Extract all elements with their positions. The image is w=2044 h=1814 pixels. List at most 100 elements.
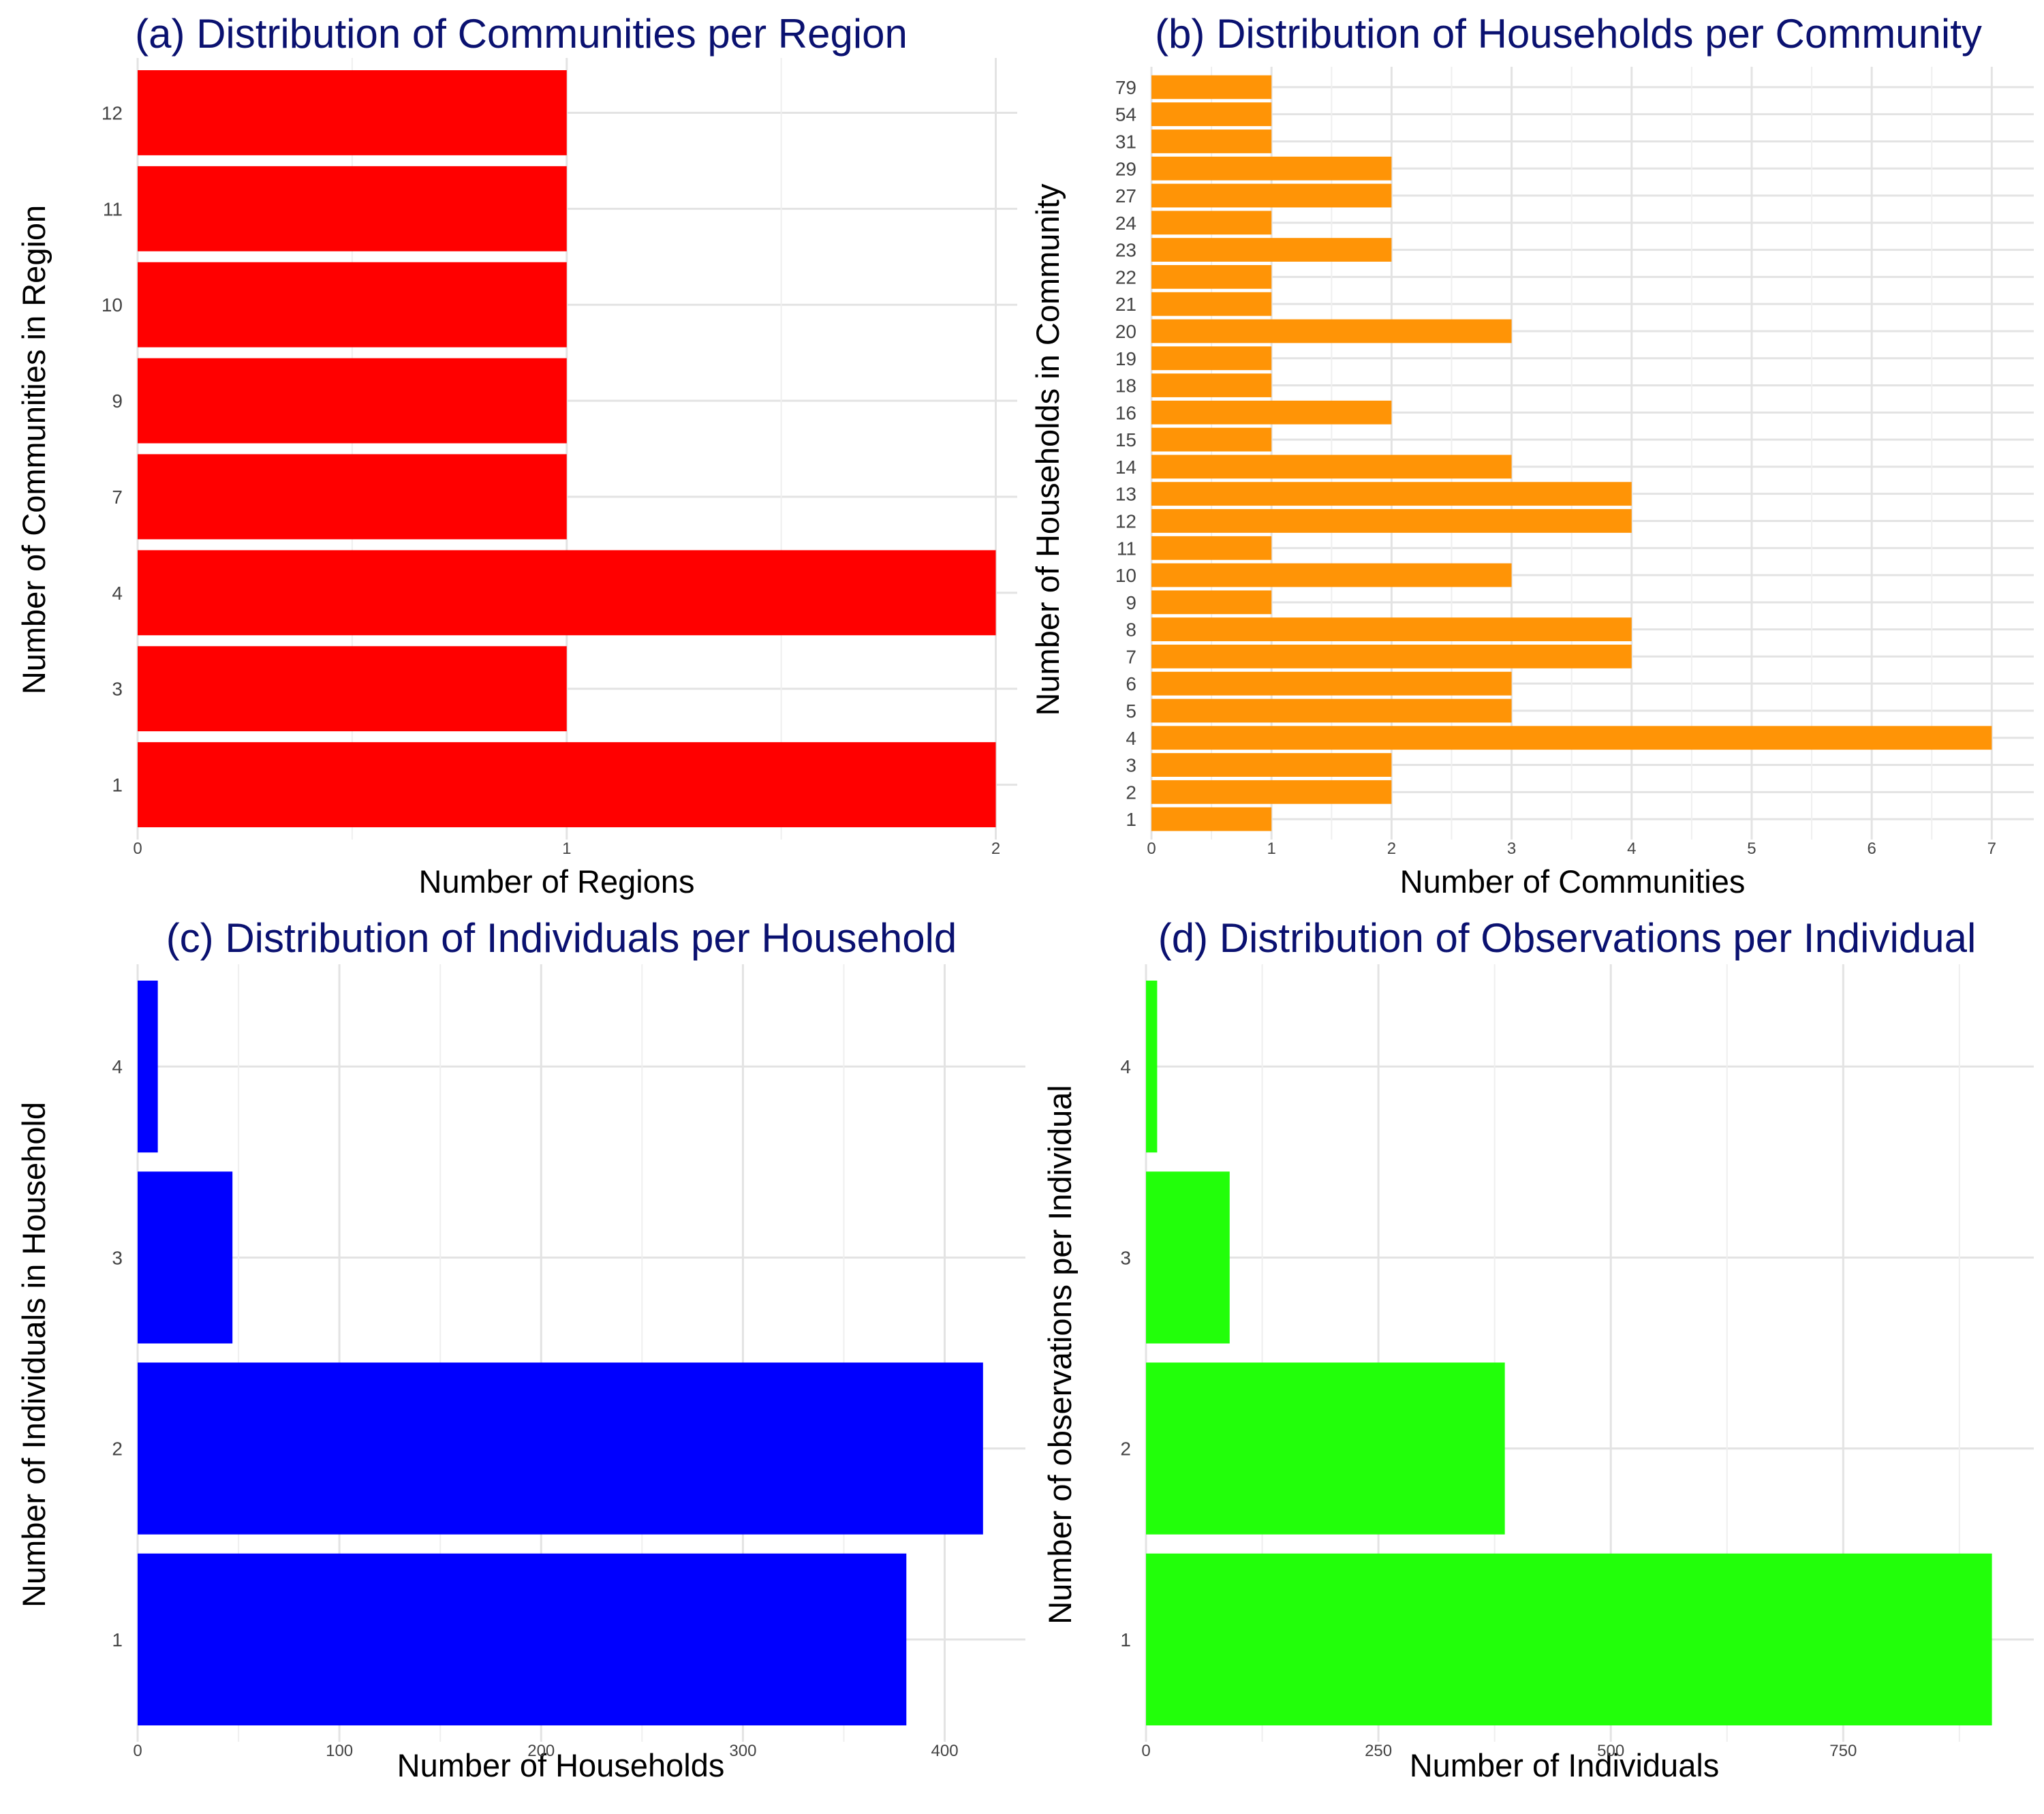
chart-title: (a) Distribution of Communities per Regi… — [135, 11, 908, 57]
y-tick-label: 5 — [1126, 701, 1136, 722]
y-axis-title: Number of Households in Community — [1029, 183, 1066, 716]
bar — [1146, 1362, 1505, 1535]
y-tick-label: 27 — [1115, 185, 1136, 206]
y-tick-label: 1 — [112, 775, 123, 796]
x-tick-label: 1 — [1267, 840, 1276, 858]
y-tick-label: 31 — [1115, 131, 1136, 152]
bar — [138, 262, 567, 348]
y-tick-label: 4 — [1126, 728, 1136, 749]
x-tick-label: 0 — [133, 840, 142, 858]
y-tick-label: 11 — [1117, 538, 1136, 559]
y-tick-label: 3 — [1126, 755, 1136, 776]
y-tick-label: 1 — [112, 1629, 123, 1650]
x-tick-label: 300 — [729, 1742, 756, 1760]
y-tick-label: 4 — [112, 1056, 123, 1077]
bar — [1151, 265, 1272, 289]
bars — [1146, 981, 1992, 1725]
x-tick-label: 0 — [133, 1742, 142, 1760]
y-tick-label: 7 — [112, 487, 123, 508]
x-tick-label: 750 — [1829, 1742, 1857, 1760]
y-tick-label: 12 — [102, 102, 123, 123]
bar — [1151, 698, 1512, 723]
x-tick-label: 3 — [1507, 840, 1516, 858]
bar — [1151, 373, 1272, 397]
y-tick-label: 2 — [112, 1439, 123, 1460]
bars — [1151, 75, 1992, 831]
y-tick-label: 23 — [1115, 240, 1136, 261]
y-tick-label: 3 — [1120, 1247, 1131, 1268]
bars — [138, 981, 983, 1725]
x-tick-label: 0 — [1141, 1742, 1150, 1760]
bars — [138, 70, 996, 827]
y-tick-label: 2 — [1120, 1439, 1131, 1460]
bar — [1151, 102, 1272, 127]
x-tick-label: 7 — [1987, 840, 1996, 858]
bar — [138, 550, 996, 636]
x-tick-label: 200 — [527, 1742, 555, 1760]
y-axis-title: Number of Communities in Region — [16, 205, 52, 694]
y-tick-label: 16 — [1115, 402, 1136, 423]
bar — [138, 166, 567, 251]
bar — [138, 646, 567, 732]
bar — [1151, 726, 1992, 750]
y-tick-label: 11 — [103, 198, 123, 219]
bar — [1151, 129, 1272, 153]
bar — [1151, 645, 1632, 668]
y-tick-labels: 1 2 3 4 — [1120, 1056, 1131, 1650]
bar — [1151, 617, 1632, 641]
bar — [1151, 590, 1272, 615]
y-tick-label: 4 — [112, 583, 123, 604]
bar — [1151, 183, 1392, 208]
chart-title: (c) Distribution of Individuals per Hous… — [166, 915, 957, 961]
y-tick-label: 24 — [1115, 213, 1136, 234]
bar — [1151, 807, 1272, 831]
y-tick-label: 8 — [1126, 619, 1136, 641]
bar — [138, 1362, 983, 1535]
x-tick-labels: 0 100 200 300 400 — [133, 1742, 958, 1760]
x-tick-labels: 0 1 2 — [133, 840, 1000, 858]
x-axis-title: Number of Regions — [419, 863, 695, 900]
x-tick-label: 100 — [326, 1742, 353, 1760]
y-tick-label: 12 — [1115, 510, 1136, 532]
x-tick-label: 0 — [1147, 840, 1156, 858]
y-tick-label: 22 — [1115, 266, 1136, 288]
bar — [1151, 400, 1392, 425]
x-tick-label: 1 — [562, 840, 571, 858]
bar — [1151, 156, 1392, 181]
bar — [1151, 482, 1632, 506]
bar — [1151, 292, 1272, 316]
bar — [1151, 536, 1272, 560]
bar — [1146, 1171, 1230, 1344]
bar — [1151, 509, 1632, 533]
bar — [138, 358, 567, 444]
bar — [1151, 455, 1512, 479]
bar — [1151, 346, 1272, 371]
y-tick-label: 18 — [1115, 375, 1136, 397]
x-tick-label: 250 — [1365, 1742, 1392, 1760]
x-tick-labels: 0 250 500 750 — [1141, 1742, 1857, 1760]
y-tick-label: 1 — [1120, 1629, 1131, 1650]
y-tick-label: 10 — [102, 294, 123, 316]
y-tick-label: 9 — [112, 390, 123, 412]
bar — [1151, 753, 1392, 777]
bar — [1146, 981, 1158, 1153]
x-tick-label: 4 — [1627, 840, 1636, 858]
bar — [138, 1171, 233, 1344]
y-tick-labels: 1234567891011121314151618192021222324272… — [1115, 77, 1136, 830]
y-tick-labels: 1 3 4 7 9 10 11 12 — [102, 102, 123, 795]
x-axis-title: Number of Households — [397, 1747, 725, 1783]
bar — [138, 454, 567, 540]
y-tick-label: 2 — [1126, 782, 1136, 803]
x-tick-label: 2 — [1387, 840, 1396, 858]
bar — [138, 70, 567, 155]
y-tick-label: 54 — [1115, 104, 1136, 125]
chart-title: (b) Distribution of Households per Commu… — [1155, 11, 1982, 57]
bar — [1146, 1553, 1992, 1725]
bar — [1151, 563, 1512, 587]
y-tick-label: 6 — [1126, 673, 1136, 694]
y-tick-label: 13 — [1115, 484, 1136, 505]
y-tick-label: 19 — [1115, 348, 1136, 369]
bar — [1151, 238, 1392, 262]
grid — [1150, 67, 2034, 840]
y-tick-label: 4 — [1120, 1056, 1131, 1077]
